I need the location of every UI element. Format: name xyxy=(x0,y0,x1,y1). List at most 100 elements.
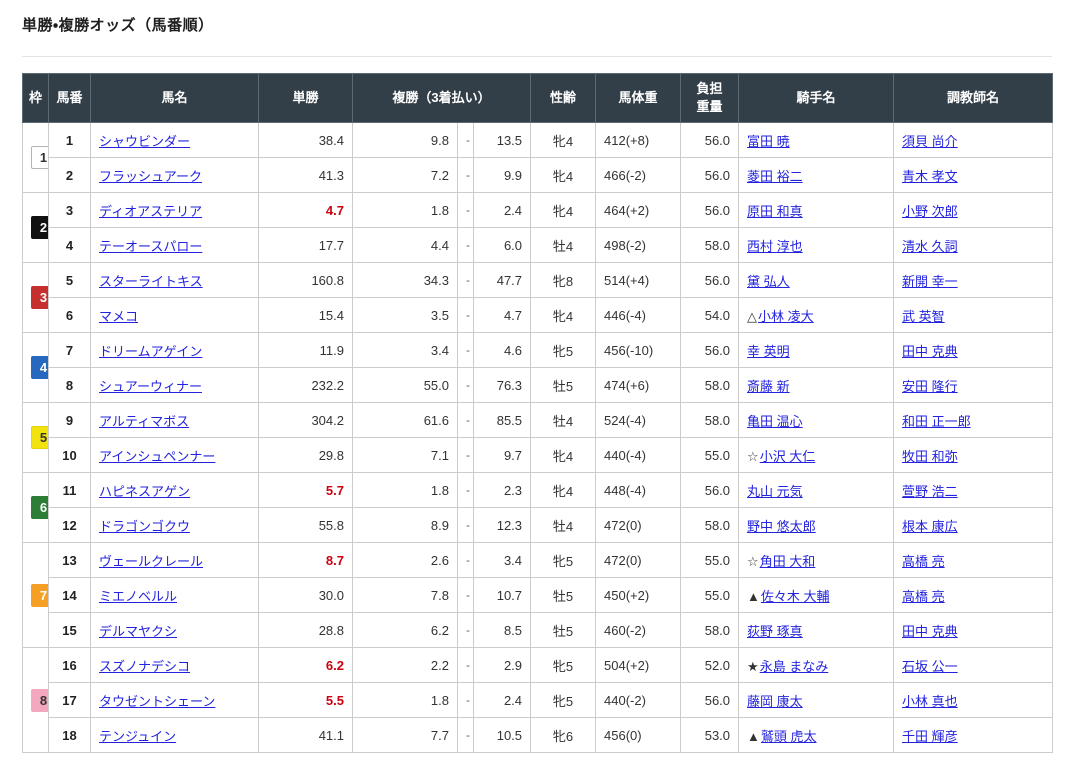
weight-cell: 440(-2) xyxy=(595,682,682,718)
sexage-cell: 牡5 xyxy=(530,612,597,648)
fukusho-separator: - xyxy=(457,647,474,683)
tansho-odds: 41.3 xyxy=(258,157,353,193)
horse-link[interactable]: シャウビンダー xyxy=(99,133,191,149)
impost-cell: 54.0 xyxy=(680,297,740,333)
trainer-link[interactable]: 石坂 公一 xyxy=(902,658,958,674)
horse-link[interactable]: ドラゴンゴクウ xyxy=(99,518,191,534)
odds-table-body: 1 1 シャウビンダー 38.4 9.8-13.5 牝4 412(+8) 56.0 富田 暁須貝… xyxy=(22,122,1054,753)
frame-badge: 1 xyxy=(31,146,48,169)
jockey-link[interactable]: 藤岡 康太 xyxy=(747,693,803,709)
jockey-cell: 野中 悠太郎 xyxy=(738,507,895,543)
tansho-odds: 17.7 xyxy=(258,227,353,263)
jockey-link[interactable]: 野中 悠太郎 xyxy=(747,518,816,534)
jockey-link[interactable]: 菱田 裕二 xyxy=(747,168,803,184)
col-header-umaban: 馬番 xyxy=(48,73,91,123)
umaban-cell: 11 xyxy=(48,472,91,508)
horse-link[interactable]: テンジュイン xyxy=(99,728,177,744)
trainer-link[interactable]: 和田 正一郎 xyxy=(902,413,971,429)
tansho-odds: 55.8 xyxy=(258,507,353,543)
sexage-cell: 牝6 xyxy=(530,717,597,753)
impost-cell: 58.0 xyxy=(680,227,740,263)
jockey-link[interactable]: 原田 和真 xyxy=(747,203,803,219)
trainer-cell: 和田 正一郎 xyxy=(893,402,1054,438)
weight-cell: 514(+4) xyxy=(595,262,682,298)
trainer-link[interactable]: 田中 克典 xyxy=(902,343,958,359)
horse-link[interactable]: アルティマボス xyxy=(99,413,190,429)
jockey-link[interactable]: 小沢 大仁 xyxy=(759,448,816,464)
col-header-kishu: 騎手名 xyxy=(738,73,895,123)
trainer-link[interactable]: 小野 次郎 xyxy=(902,203,958,219)
jockey-link[interactable]: 斎藤 新 xyxy=(747,378,790,394)
horse-name-cell: ミエノベルル xyxy=(90,577,259,613)
horse-link[interactable]: タウゼントシェーン xyxy=(99,693,216,709)
trainer-link[interactable]: 牧田 和弥 xyxy=(902,448,958,464)
trainer-link[interactable]: 萱野 浩二 xyxy=(902,483,958,499)
trainer-link[interactable]: 田中 克典 xyxy=(902,623,958,639)
jockey-link[interactable]: 角田 大和 xyxy=(759,553,816,569)
horse-link[interactable]: スズノナデシコ xyxy=(99,658,191,674)
horse-link[interactable]: テーオースパロー xyxy=(99,238,203,254)
jockey-link[interactable]: 荻野 琢真 xyxy=(747,623,803,639)
fukusho-low: 1.8 xyxy=(352,682,458,718)
horse-link[interactable]: フラッシュアーク xyxy=(99,168,202,184)
fukusho-high: 4.6 xyxy=(472,332,532,368)
jockey-link[interactable]: 小林 凌大 xyxy=(758,308,814,324)
horse-link[interactable]: アインシュペンナー xyxy=(99,448,216,464)
waku-cell: 1 xyxy=(22,122,49,193)
jockey-link[interactable]: 鷲頭 虎太 xyxy=(760,728,817,744)
horse-name-cell: シャウビンダー xyxy=(90,122,259,158)
sexage-cell: 牝8 xyxy=(530,262,597,298)
fukusho-high: 13.5 xyxy=(472,122,532,158)
impost-cell: 56.0 xyxy=(680,192,740,228)
fukusho-high: 9.7 xyxy=(472,437,532,473)
sexage-cell: 牝4 xyxy=(530,122,597,158)
jockey-link[interactable]: 亀田 温心 xyxy=(747,413,803,429)
umaban-cell: 9 xyxy=(48,402,91,438)
fukusho-low: 9.8 xyxy=(352,122,458,158)
tansho-odds: 6.2 xyxy=(258,647,353,683)
trainer-link[interactable]: 根本 康広 xyxy=(902,518,958,534)
horse-link[interactable]: ミエノベルル xyxy=(99,588,178,604)
trainer-link[interactable]: 新開 幸一 xyxy=(902,273,958,289)
horse-name-cell: スズノナデシコ xyxy=(90,647,259,683)
fukusho-separator: - xyxy=(457,157,474,193)
fukusho-separator: - xyxy=(457,612,474,648)
trainer-link[interactable]: 青木 孝文 xyxy=(902,168,958,184)
horse-link[interactable]: ハピネスアゲン xyxy=(99,483,191,499)
jockey-link[interactable]: 永島 まなみ xyxy=(759,658,829,674)
trainer-cell: 千田 輝彦 xyxy=(893,717,1054,753)
jockey-link[interactable]: 佐々木 大輔 xyxy=(760,588,830,604)
sexage-cell: 牡4 xyxy=(530,507,597,543)
horse-link[interactable]: シュアーウィナー xyxy=(99,378,202,394)
weight-cell: 460(-2) xyxy=(595,612,682,648)
umaban-cell: 16 xyxy=(48,647,91,683)
horse-link[interactable]: ドリームアゲイン xyxy=(99,343,203,359)
trainer-link[interactable]: 高橋 亮 xyxy=(902,553,945,569)
horse-link[interactable]: ヴェールクレール xyxy=(99,553,204,569)
table-row: 3 5 スターライトキス 160.8 34.3-47.7 牝8 514(+4) 56.0 黛 弘… xyxy=(22,262,1054,333)
horse-link[interactable]: デルマヤクシ xyxy=(99,623,178,639)
trainer-link[interactable]: 清水 久詞 xyxy=(902,238,958,254)
horse-link[interactable]: マメコ xyxy=(99,308,139,324)
jockey-link[interactable]: 丸山 元気 xyxy=(747,483,803,499)
impost-cell: 52.0 xyxy=(680,647,740,683)
trainer-link[interactable]: 武 英智 xyxy=(902,308,945,324)
umaban-cell: 13 xyxy=(48,542,91,578)
jockey-link[interactable]: 富田 暁 xyxy=(747,133,790,149)
jockey-link[interactable]: 黛 弘人 xyxy=(747,273,790,289)
horse-link[interactable]: スターライトキス xyxy=(99,273,203,289)
trainer-cell: 須貝 尚介 xyxy=(893,122,1054,158)
trainer-link[interactable]: 須貝 尚介 xyxy=(902,133,958,149)
trainer-link[interactable]: 高橋 亮 xyxy=(902,588,945,604)
jockey-link[interactable]: 幸 英明 xyxy=(747,343,790,359)
trainer-link[interactable]: 安田 隆行 xyxy=(902,378,958,394)
table-row: 2 3 ディオアステリア 4.7 1.8-2.4 牝4 464(+2) 56.0 原田 和真 小野… xyxy=(22,192,1054,263)
fukusho-low: 3.5 xyxy=(352,297,458,333)
trainer-cell: 高橋 亮 xyxy=(893,542,1054,578)
trainer-cell: 田中 克典 xyxy=(893,332,1054,368)
fukusho-separator: - xyxy=(457,717,474,753)
jockey-link[interactable]: 西村 淳也 xyxy=(747,238,803,254)
trainer-link[interactable]: 千田 輝彦 xyxy=(902,728,958,744)
horse-link[interactable]: ディオアステリア xyxy=(99,203,203,219)
trainer-link[interactable]: 小林 真也 xyxy=(902,693,958,709)
